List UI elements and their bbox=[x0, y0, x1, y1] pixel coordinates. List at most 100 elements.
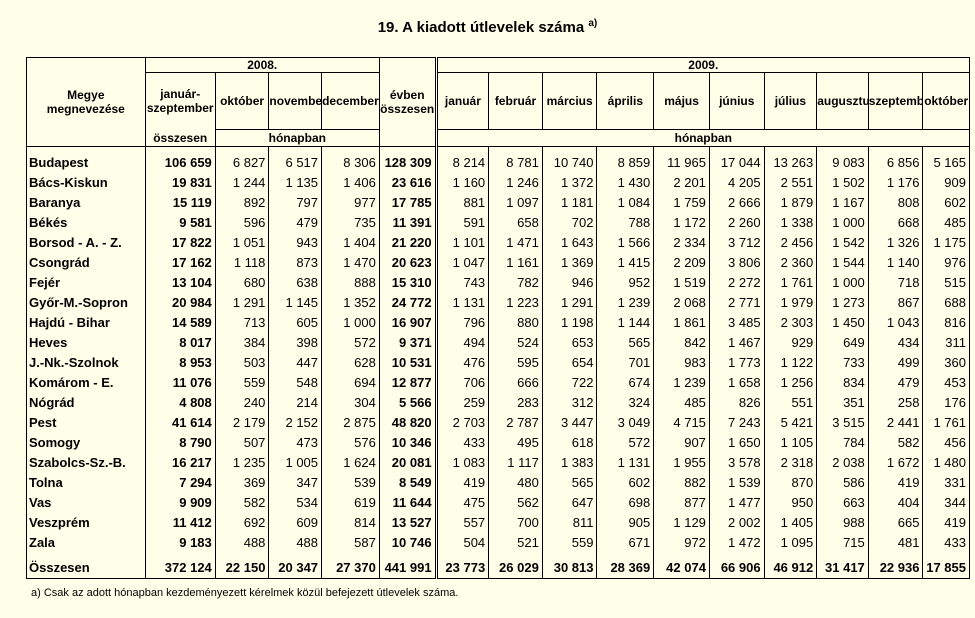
table-cell: 582 bbox=[867, 433, 924, 453]
month-2009-jul: július bbox=[763, 72, 818, 130]
table-cell: 1 624 bbox=[321, 453, 380, 473]
table-cell: 1 369 bbox=[541, 253, 598, 273]
table-cell: 475 bbox=[435, 493, 490, 513]
table-cell: 1 000 bbox=[816, 273, 869, 293]
table-cell: 369 bbox=[214, 473, 270, 493]
table-cell: 663 bbox=[816, 493, 869, 513]
table-cell: 1 122 bbox=[763, 353, 818, 373]
table-cell: 572 bbox=[321, 333, 380, 353]
table-cell: 128 309 bbox=[378, 146, 438, 173]
table-cell: 6 827 bbox=[214, 146, 270, 173]
table-cell: 595 bbox=[488, 353, 543, 373]
table-cell: 1 761 bbox=[922, 413, 970, 433]
table-cell: 1 176 bbox=[867, 173, 924, 193]
table-row: Somogy 8 790 507 473 576 10 346 433 495 618 572 90… bbox=[26, 433, 970, 453]
table-cell: 479 bbox=[867, 373, 924, 393]
table-row: Csongrád 17 162 1 118 873 1 470 20 623 1 047 1 … bbox=[26, 253, 970, 273]
table-cell: 41 614 bbox=[144, 413, 216, 433]
table-cell: 557 bbox=[435, 513, 490, 533]
table-cell: 1 000 bbox=[321, 313, 380, 333]
table-body: Budapest 106 659 6 827 6 517 8 306 128 309 8 2… bbox=[26, 146, 970, 579]
table-cell: 7 243 bbox=[708, 413, 765, 433]
table-cell: 6 517 bbox=[268, 146, 323, 173]
table-cell: 15 119 bbox=[144, 193, 216, 213]
table-cell: 311 bbox=[922, 333, 970, 353]
osszesen-subheader: összesen bbox=[144, 129, 216, 147]
table-cell: 880 bbox=[488, 313, 543, 333]
table-cell: 576 bbox=[321, 433, 380, 453]
table-cell: 905 bbox=[596, 513, 655, 533]
table-cell: 1 450 bbox=[816, 313, 869, 333]
table-cell: 1 161 bbox=[488, 253, 543, 273]
table-cell: 1 542 bbox=[816, 233, 869, 253]
table-cell: 814 bbox=[321, 513, 380, 533]
table-cell: 214 bbox=[268, 393, 323, 413]
table-cell: 485 bbox=[653, 393, 710, 413]
table-cell: 1 658 bbox=[708, 373, 765, 393]
county-name: Borsod - A. - Z. bbox=[26, 233, 146, 253]
table-cell: 2 441 bbox=[867, 413, 924, 433]
table-cell: 718 bbox=[867, 273, 924, 293]
table-cell: 11 644 bbox=[378, 493, 438, 513]
honapban-2009-subheader: hónapban bbox=[435, 129, 971, 147]
table-cell: 665 bbox=[867, 513, 924, 533]
county-name: Győr-M.-Sopron bbox=[26, 293, 146, 313]
table-cell: 441 991 bbox=[378, 553, 438, 579]
table-cell: 1 051 bbox=[214, 233, 270, 253]
honapban-2008-subheader: hónapban bbox=[214, 129, 380, 147]
table-cell: 870 bbox=[763, 473, 818, 493]
table-cell: 892 bbox=[214, 193, 270, 213]
table-cell: 1 239 bbox=[596, 293, 655, 313]
table-cell: 1 131 bbox=[596, 453, 655, 473]
table-cell: 808 bbox=[867, 193, 924, 213]
county-name: Nógrád bbox=[26, 393, 146, 413]
table-cell: 507 bbox=[214, 433, 270, 453]
table-cell: 66 906 bbox=[708, 553, 765, 579]
table-cell: 283 bbox=[488, 393, 543, 413]
table-cell: 548 bbox=[268, 373, 323, 393]
month-2008-nov: november bbox=[268, 72, 323, 130]
table-cell: 28 369 bbox=[596, 553, 655, 579]
table-cell: 488 bbox=[214, 533, 270, 553]
title-note: a) bbox=[588, 18, 598, 29]
table-cell: 30 813 bbox=[541, 553, 598, 579]
table-cell: 977 bbox=[321, 193, 380, 213]
table-cell: 702 bbox=[541, 213, 598, 233]
table-cell: 384 bbox=[214, 333, 270, 353]
table-cell: 11 965 bbox=[653, 146, 710, 173]
table-row: Hajdú - Bihar 14 589 713 605 1 000 16 907 796 8… bbox=[26, 313, 970, 333]
table-cell: 503 bbox=[214, 353, 270, 373]
table-cell: 1 129 bbox=[653, 513, 710, 533]
table-row: Pest 41 614 2 179 2 152 2 875 48 820 2 703 2 78… bbox=[26, 413, 970, 433]
county-name: Pest bbox=[26, 413, 146, 433]
table-cell: 1 672 bbox=[867, 453, 924, 473]
table-cell: 952 bbox=[596, 273, 655, 293]
table-cell: 733 bbox=[816, 353, 869, 373]
month-2009-mar: március bbox=[541, 72, 598, 130]
table-cell: 521 bbox=[488, 533, 543, 553]
table-cell: 15 310 bbox=[378, 273, 438, 293]
table-cell: 1 175 bbox=[922, 233, 970, 253]
table-cell: 638 bbox=[268, 273, 323, 293]
table-cell: 106 659 bbox=[144, 146, 216, 173]
table-cell: 473 bbox=[268, 433, 323, 453]
table-cell: 715 bbox=[816, 533, 869, 553]
county-name: Fejér bbox=[26, 273, 146, 293]
table-cell: 2 209 bbox=[653, 253, 710, 273]
table-cell: 1 773 bbox=[708, 353, 765, 373]
table-row: Budapest 106 659 6 827 6 517 8 306 128 309 8 2… bbox=[26, 146, 970, 173]
table-cell: 1 160 bbox=[435, 173, 490, 193]
table-cell: 1 181 bbox=[541, 193, 598, 213]
table-cell: 619 bbox=[321, 493, 380, 513]
county-name: Összesen bbox=[26, 553, 146, 579]
table-cell: 1 144 bbox=[596, 313, 655, 333]
table-cell: 688 bbox=[922, 293, 970, 313]
table-cell: 582 bbox=[214, 493, 270, 513]
table-row: Fejér 13 104 680 638 888 15 310 743 782 946 952 1 … bbox=[26, 273, 970, 293]
month-2009-aug: augusztus bbox=[816, 72, 869, 130]
table-cell: 453 bbox=[922, 373, 970, 393]
table-cell: 9 371 bbox=[378, 333, 438, 353]
table-cell: 488 bbox=[268, 533, 323, 553]
table-cell: 324 bbox=[596, 393, 655, 413]
table-cell: 304 bbox=[321, 393, 380, 413]
